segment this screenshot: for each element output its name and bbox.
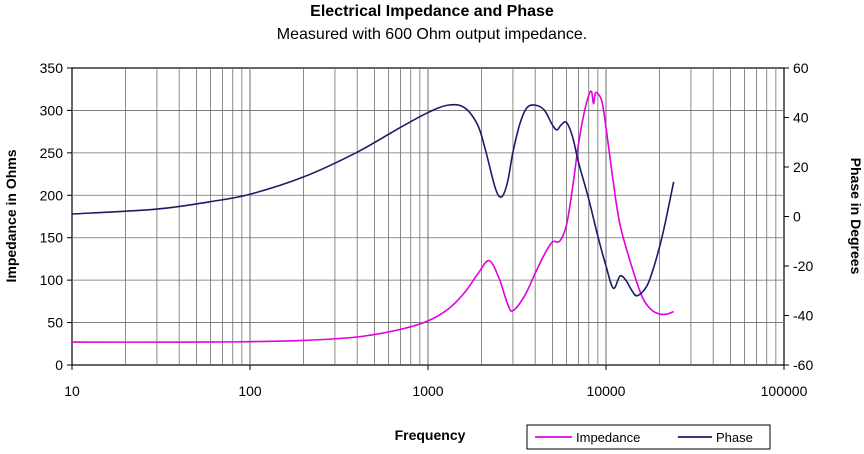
x-tick-label: 10000 [587, 383, 626, 399]
y2-axis-label: Phase in Degrees [848, 158, 864, 275]
y2-tick-label: 40 [793, 110, 809, 126]
y-tick-label: 0 [55, 357, 63, 373]
y-tick-label: 250 [40, 145, 64, 161]
y-tick-label: 350 [40, 60, 64, 76]
y-tick-label: 50 [47, 315, 63, 331]
legend: Impedance Phase [526, 424, 771, 450]
y2-tick-label: 60 [793, 60, 809, 76]
y2-tick-label: -60 [793, 357, 813, 373]
x-axis-label: Frequency [395, 427, 466, 443]
y2-tick-label: 20 [793, 159, 809, 175]
y-tick-label: 300 [40, 102, 64, 118]
x-tick-label: 10 [64, 383, 80, 399]
legend-phase-label: Phase [716, 430, 753, 445]
x-tick-label: 1000 [412, 383, 443, 399]
y-tick-label: 100 [40, 272, 64, 288]
chart-subtitle: Measured with 600 Ohm output impedance. [277, 26, 587, 43]
y-tick-label: 150 [40, 230, 64, 246]
grid [72, 68, 784, 365]
series-line-phase [71, 103, 675, 297]
y2-tick-label: -40 [793, 308, 813, 324]
y2-tick-label: -20 [793, 258, 813, 274]
x-tick-label: 100 [238, 383, 262, 399]
y-tick-label: 200 [40, 187, 64, 203]
chart-title: Electrical Impedance and Phase [310, 3, 554, 20]
series-lines [71, 90, 675, 343]
y-axis-label: Impedance in Ohms [3, 149, 19, 282]
series-line-impedance [71, 90, 674, 343]
y2-tick-label: 0 [793, 209, 801, 225]
x-tick-label: 100000 [761, 383, 808, 399]
tick-labels: 10 100 1000 10000 10000005010015020025030035… [40, 60, 814, 399]
legend-impedance-label: Impedance [576, 430, 640, 445]
